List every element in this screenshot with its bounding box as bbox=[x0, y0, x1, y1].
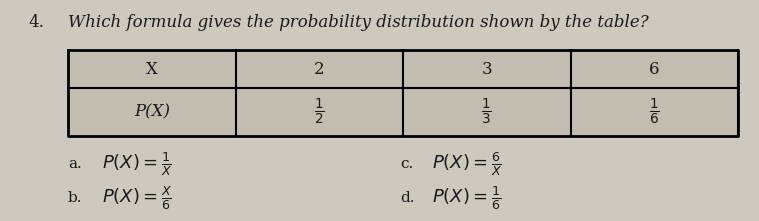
Text: d.: d. bbox=[400, 191, 414, 205]
Text: $\frac{1}{6}$: $\frac{1}{6}$ bbox=[649, 97, 660, 127]
Text: Which formula gives the probability distribution shown by the table?: Which formula gives the probability dist… bbox=[68, 14, 649, 31]
Text: $P(X) = \frac{X}{6}$: $P(X) = \frac{X}{6}$ bbox=[102, 184, 172, 212]
Text: c.: c. bbox=[400, 157, 413, 171]
Text: $P(X) = \frac{1}{X}$: $P(X) = \frac{1}{X}$ bbox=[102, 150, 172, 178]
Text: 6: 6 bbox=[649, 61, 660, 78]
Text: 2: 2 bbox=[314, 61, 325, 78]
Bar bbox=[68, 50, 738, 136]
Text: 3: 3 bbox=[481, 61, 492, 78]
Text: a.: a. bbox=[68, 157, 82, 171]
Text: b.: b. bbox=[68, 191, 83, 205]
Text: $\frac{1}{2}$: $\frac{1}{2}$ bbox=[314, 97, 325, 127]
Text: 4.: 4. bbox=[28, 14, 44, 31]
Text: $P(X) = \frac{6}{X}$: $P(X) = \frac{6}{X}$ bbox=[432, 150, 502, 178]
Text: $\frac{1}{3}$: $\frac{1}{3}$ bbox=[481, 97, 492, 127]
Text: $P(X) = \frac{1}{6}$: $P(X) = \frac{1}{6}$ bbox=[432, 184, 502, 212]
Text: P(X): P(X) bbox=[134, 103, 170, 120]
Text: X: X bbox=[146, 61, 158, 78]
